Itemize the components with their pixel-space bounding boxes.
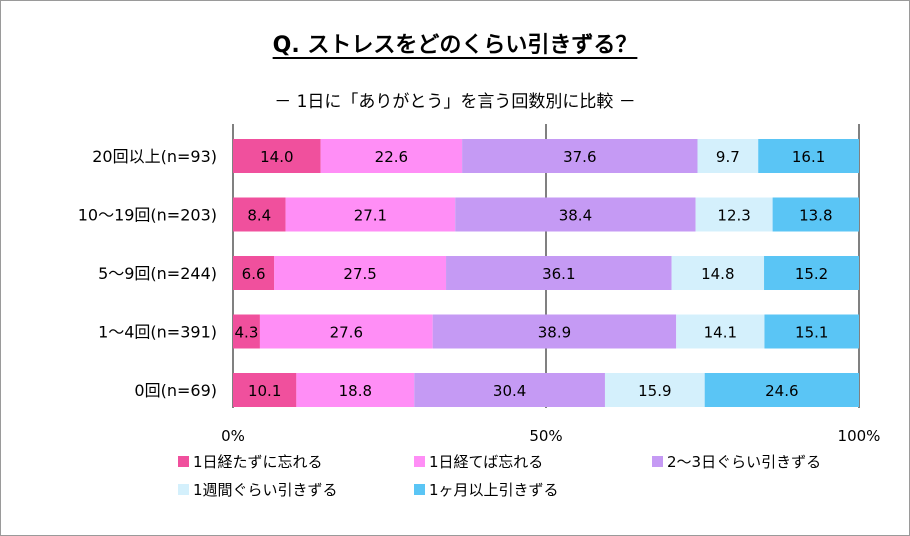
data-label-0-4: 16.1 (792, 148, 825, 166)
chart-title: Q. ストレスをどのくらい引きずる？ (273, 33, 638, 58)
bar-segment-4-0 (233, 373, 297, 407)
legend: 1日経たずに忘れる 1日経てば忘れる 2～3日ぐらい引きずる 1週間ぐらい引きずる 1ヶ… (178, 453, 821, 499)
data-label-3-2: 38.9 (538, 324, 571, 342)
legend-label-1: 1日経てば忘れる (429, 453, 543, 471)
bar-segment-1-4 (772, 197, 859, 232)
value-axis: 0% 50% 100% (221, 427, 880, 445)
legend-swatch-4 (414, 484, 425, 495)
data-label-2-2: 36.1 (542, 265, 575, 283)
data-label-1-0: 8.4 (247, 207, 271, 225)
tick-label-0: 0% (221, 427, 245, 445)
data-label-3-3: 14.1 (704, 324, 737, 342)
bar-segment-1-2 (455, 197, 696, 232)
bar-segment-3-0 (233, 314, 260, 349)
bar-segment-0-0 (233, 139, 321, 173)
bar-segment-3-3 (676, 314, 765, 349)
data-label-1-3: 12.3 (717, 207, 750, 225)
legend-swatch-2 (652, 456, 663, 467)
category-axis: 20回以上(n=93) 10～19回(n=203) 5～9回(n=244) 1～4回(… (78, 147, 217, 400)
bar-segment-4-3 (604, 373, 705, 407)
bar-segment-1-3 (695, 197, 773, 232)
data-label-1-1: 27.1 (354, 207, 387, 225)
bar-segment-2-4 (764, 256, 859, 290)
legend-label-3: 1週間ぐらい引きずる (193, 481, 338, 499)
bar-segment-0-1 (320, 139, 463, 173)
bar-segment-0-3 (697, 139, 759, 173)
tick-label-2: 100% (838, 427, 881, 445)
legend-swatch-0 (178, 456, 189, 467)
legend-swatch-1 (414, 456, 425, 467)
data-label-4-4: 24.6 (765, 382, 798, 400)
data-label-0-0: 14.0 (260, 148, 293, 166)
bar-segment-2-0 (233, 256, 275, 290)
category-label-4: 0回(n=69) (134, 381, 217, 400)
bar-segment-4-4 (704, 373, 859, 407)
bar-segment-3-1 (259, 314, 433, 349)
data-label-2-0: 6.6 (242, 265, 266, 283)
data-label-2-3: 14.8 (701, 265, 734, 283)
chart-subtitle: － 1日に「ありがとう」を言う回数別に比較 － (274, 92, 636, 112)
bar-segment-1-1 (285, 197, 456, 232)
category-label-2: 5～9回(n=244) (98, 264, 217, 283)
bar-segment-0-4 (758, 139, 859, 173)
category-label-3: 1～4回(n=391) (98, 323, 217, 342)
bar-segment-3-4 (764, 314, 859, 349)
legend-label-4: 1ヶ月以上引きずる (429, 481, 559, 499)
data-label-0-3: 9.7 (716, 148, 740, 166)
bar-segment-1-0 (233, 197, 286, 232)
data-label-4-2: 30.4 (493, 382, 526, 400)
legend-label-2: 2～3日ぐらい引きずる (667, 453, 821, 471)
legend-swatch-3 (178, 484, 189, 495)
bar-segment-2-2 (446, 256, 672, 290)
bar-segment-2-3 (671, 256, 765, 290)
category-label-1: 10～19回(n=203) (78, 206, 217, 225)
bar-segment-4-1 (296, 373, 415, 407)
plot-area: 14.0 22.6 37.6 9.7 16.1 8.4 27.1 38.4 12.3 13.8 6.… (233, 139, 859, 407)
data-label-3-1: 27.6 (330, 324, 363, 342)
data-label-4-0: 10.1 (248, 382, 281, 400)
data-label-0-2: 37.6 (563, 148, 596, 166)
data-label-3-0: 4.3 (235, 324, 259, 342)
bar-segment-3-2 (432, 314, 677, 349)
data-label-1-4: 13.8 (799, 207, 832, 225)
data-label-1-2: 38.4 (559, 207, 592, 225)
category-label-0: 20回以上(n=93) (92, 147, 217, 166)
bar-segment-4-2 (414, 373, 605, 407)
data-label-0-1: 22.6 (375, 148, 408, 166)
data-label-2-4: 15.2 (795, 265, 828, 283)
data-label-4-3: 15.9 (638, 382, 671, 400)
data-label-3-4: 15.1 (795, 324, 828, 342)
tick-label-1: 50% (529, 427, 562, 445)
bar-segment-0-2 (462, 139, 698, 173)
bar-segment-2-1 (274, 256, 447, 290)
data-label-4-1: 18.8 (339, 382, 372, 400)
data-label-2-1: 27.5 (343, 265, 376, 283)
legend-label-0: 1日経たずに忘れる (193, 453, 323, 471)
